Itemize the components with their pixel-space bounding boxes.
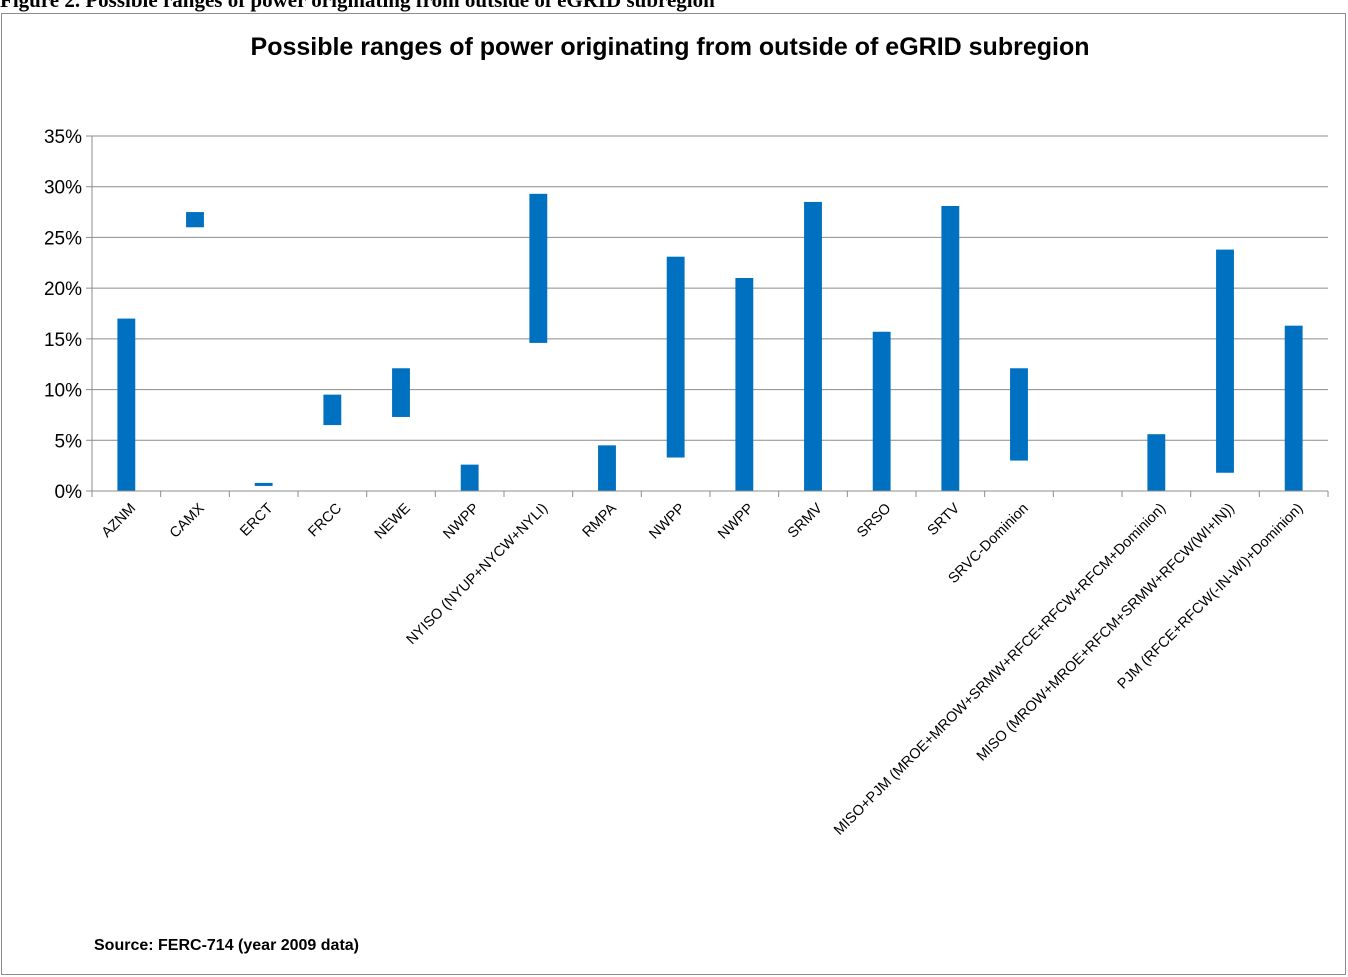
y-tick-label: 10% xyxy=(44,381,82,402)
x-tick-label: NWPP xyxy=(440,501,482,543)
range-bar xyxy=(804,201,822,491)
range-bar xyxy=(323,394,342,426)
y-tick-label: 15% xyxy=(44,330,82,351)
bars xyxy=(117,193,1303,491)
x-tick-label: NWPP xyxy=(715,501,757,543)
range-bar xyxy=(941,205,960,491)
y-tick-label: 35% xyxy=(44,127,82,148)
range-bar xyxy=(1284,325,1303,491)
range-bar xyxy=(117,318,136,491)
x-tick-label: RMPA xyxy=(580,500,620,540)
x-tick-label: NYISO (NYUP+NYCW+NYLI) xyxy=(404,501,551,648)
range-bar xyxy=(1147,434,1166,491)
x-tick-label: SRTV xyxy=(925,500,964,539)
x-tick-label: MISO+PJM (MROE+MROW+SRMW+RFCE+RFCW+RFCM+… xyxy=(831,501,1169,839)
x-tick-label: SRMV xyxy=(785,500,826,541)
x-tick-label: NEWE xyxy=(372,500,414,542)
range-bar xyxy=(1010,368,1028,461)
y-tick-label: 5% xyxy=(55,431,83,452)
x-tick-label: CAMX xyxy=(167,500,208,541)
y-tick-label: 0% xyxy=(55,482,83,503)
range-bar xyxy=(392,368,410,417)
figure-caption: Figure 2. Possible ranges of power origi… xyxy=(0,0,715,12)
source-note: Source: FERC-714 (year 2009 data) xyxy=(94,937,359,954)
figure-caption-strip: Figure 2. Possible ranges of power origi… xyxy=(0,0,1348,14)
range-bar xyxy=(529,193,548,343)
range-bar xyxy=(872,331,891,491)
range-bar xyxy=(186,212,204,228)
x-tick-label: NWPP xyxy=(646,501,688,543)
y-axis: 0% 5% 10% 15% 20% 25% 30% 35% xyxy=(44,127,93,503)
x-tick-label: SRSO xyxy=(854,501,894,541)
y-tick-label: 25% xyxy=(44,228,82,249)
range-bar xyxy=(666,256,685,458)
chart-title: Possible ranges of power originating fro… xyxy=(251,33,1090,61)
y-tick-label: 30% xyxy=(44,178,82,199)
x-tick-label: AZNM xyxy=(99,501,139,541)
range-bar xyxy=(254,482,273,486)
x-tick-label: ERCT xyxy=(237,500,276,539)
range-bar xyxy=(598,445,616,491)
range-bar xyxy=(735,278,754,491)
y-tick-label: 20% xyxy=(44,279,82,300)
x-tick-label: MISO (MROW+MROE+RFCM+SRMW+RFCW(WI+IN)) xyxy=(974,501,1238,765)
x-tick-label: FRCC xyxy=(305,501,345,541)
range-bar xyxy=(460,464,479,491)
gridlines xyxy=(92,135,1328,492)
range-bar xyxy=(1216,249,1234,473)
